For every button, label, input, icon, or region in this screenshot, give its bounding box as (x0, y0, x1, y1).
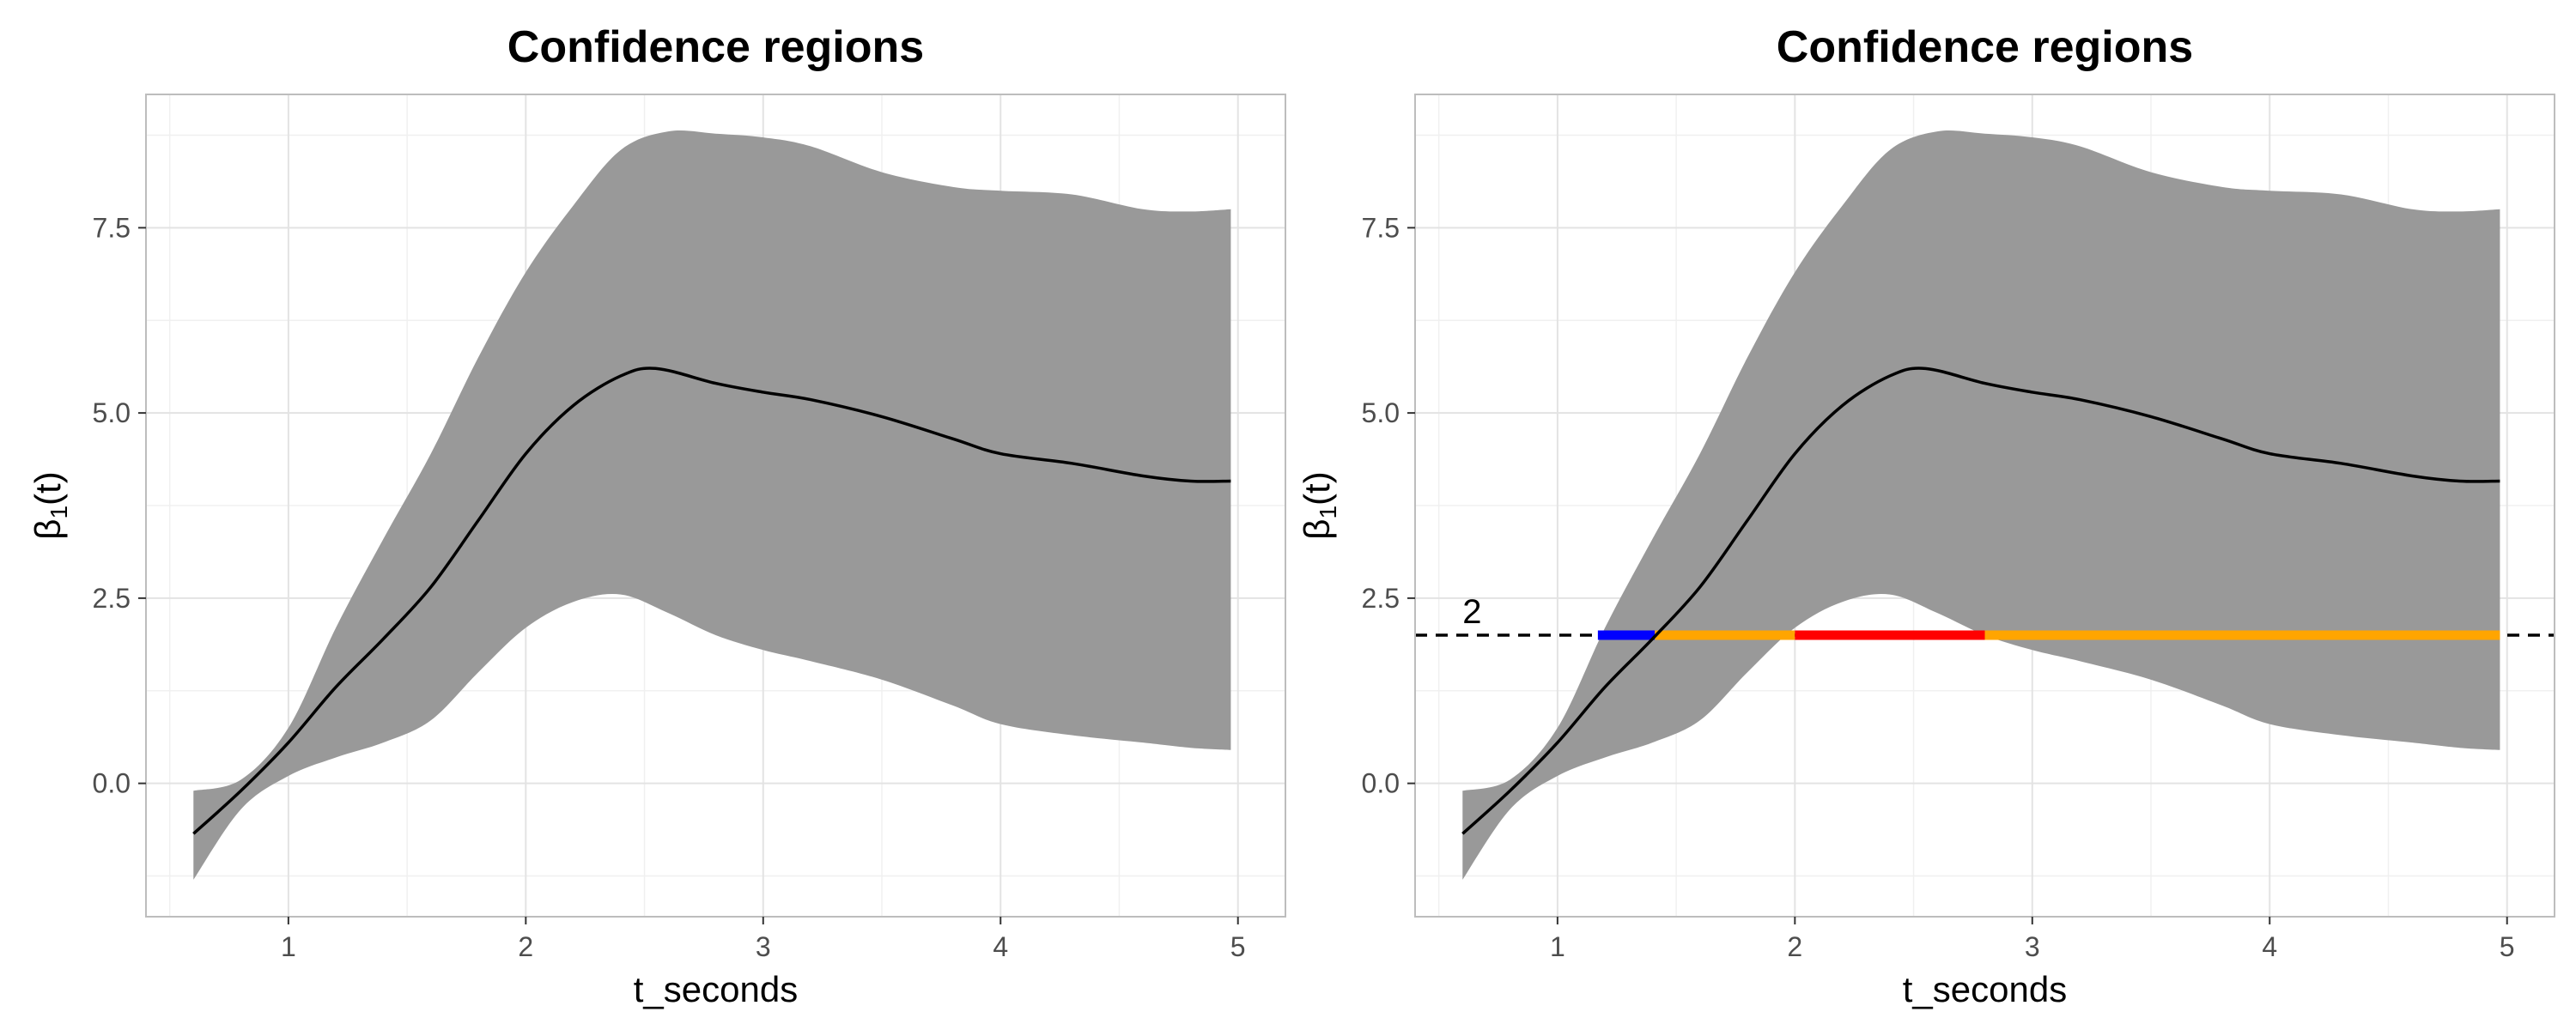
right-x-tick-label: 5 (2500, 931, 2515, 962)
left-y-tick-label: 0.0 (93, 768, 131, 799)
left-panel: 1 2 3 4 5 0.0 2.5 5.0 7.5 Confidence regions t_sec… (27, 22, 1286, 1009)
right-x-tick-label: 1 (1550, 931, 1565, 962)
left-y-axis-title-tail: (t) (27, 471, 68, 506)
right-x-axis-title: t_seconds (1903, 969, 2067, 1009)
right-x-tick-label: 3 (2025, 931, 2040, 962)
right-y-tick-label: 5.0 (1362, 397, 1400, 428)
left-y-axis-title-sub: 1 (46, 506, 72, 519)
hline-label: 2 (1462, 593, 1481, 631)
right-y-axis-title-sub: 1 (1315, 506, 1341, 519)
right-y-tick-label: 7.5 (1362, 212, 1400, 243)
left-y-tick-label: 5.0 (93, 397, 131, 428)
right-chart-title: Confidence regions (1777, 22, 2193, 72)
right-y-axis-title-main: β (1297, 519, 1337, 540)
left-x-tick-label: 2 (518, 931, 533, 962)
left-y-tick-label: 7.5 (93, 212, 131, 243)
right-y-axis-title: β1(t) (1297, 471, 1341, 539)
left-y-axis-title-main: β (27, 519, 68, 540)
left-panel-border (145, 94, 1286, 918)
right-x-tick-label: 2 (1787, 931, 1802, 962)
left-x-tick-label: 3 (756, 931, 771, 962)
right-y-tick-label: 0.0 (1362, 768, 1400, 799)
left-x-tick-label: 5 (1230, 931, 1246, 962)
left-x-tick-label: 1 (281, 931, 296, 962)
left-y-tick-label: 2.5 (93, 583, 131, 614)
right-y-axis-title-tail: (t) (1297, 471, 1337, 506)
left-x-tick-label: 4 (993, 931, 1008, 962)
left-y-axis-title: β1(t) (27, 471, 72, 539)
left-confidence-band (193, 130, 1231, 880)
right-y-tick-label: 2.5 (1362, 583, 1400, 614)
left-x-axis-title: t_seconds (634, 969, 798, 1009)
right-x-tick-label: 4 (2262, 931, 2277, 962)
left-chart-title: Confidence regions (507, 22, 924, 72)
right-estimate-line (1461, 367, 2500, 835)
left-estimate-line (192, 367, 1231, 835)
right-confidence-band (1462, 130, 2500, 880)
right-panel: 1 2 3 4 5 0.0 2.5 5.0 7.5 2 Confidence regions t_se… (1297, 22, 2555, 1009)
right-panel-border (1414, 94, 2555, 918)
